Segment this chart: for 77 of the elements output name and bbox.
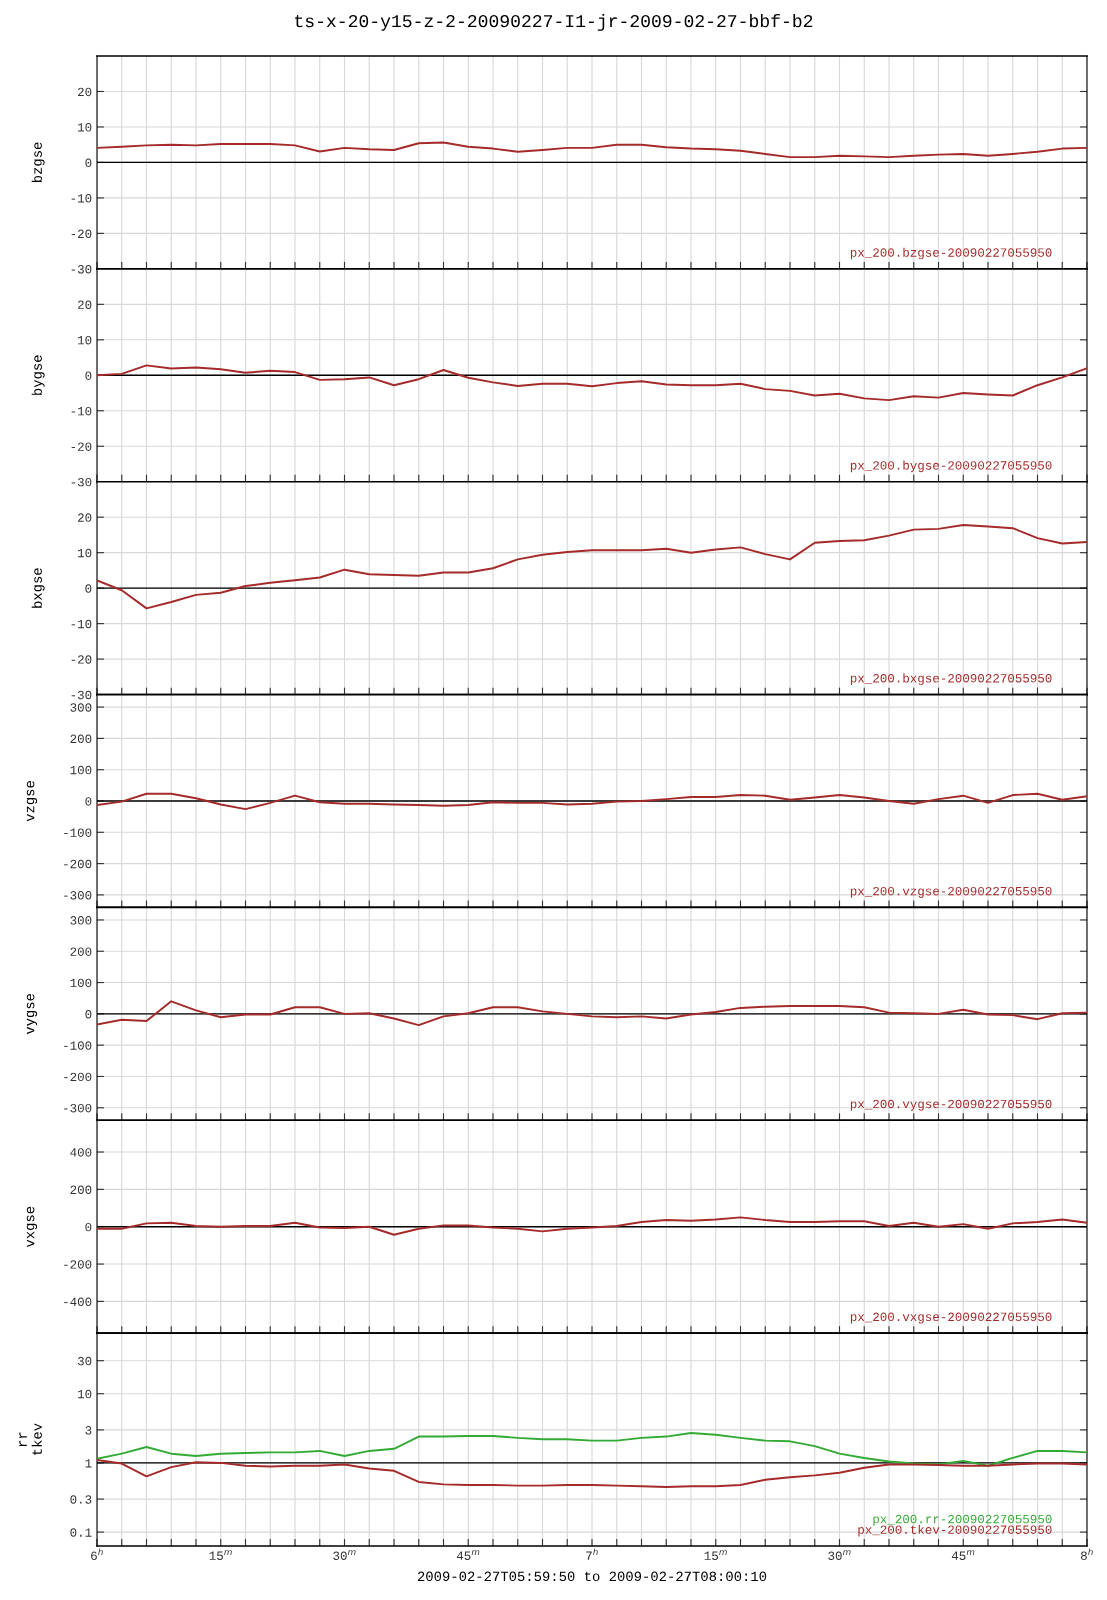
- y-axis-title: rr tkev: [19, 1423, 42, 1455]
- y-tick-label: -30: [71, 265, 92, 274]
- y-tick-label: -20: [71, 442, 92, 451]
- y-axis-title: bygse: [31, 355, 45, 395]
- x-tick-label: 45$^{m}$: [951, 1550, 975, 1560]
- text: px_200.bygse-20090227055950: [850, 460, 1052, 473]
- y-tick-label: 200: [70, 1185, 92, 1195]
- y-tick-label: -10: [71, 406, 92, 416]
- y-tick-label: -200: [64, 1072, 92, 1082]
- x-tick-label: 30$^{m}$: [333, 1550, 356, 1560]
- x-tick-label: 45$^{m}$: [456, 1550, 480, 1560]
- y-tick-label: 0: [85, 371, 92, 380]
- y-tick-label: -300: [64, 891, 92, 900]
- y-tick-label: -30: [71, 690, 92, 700]
- line-series: [97, 141, 1087, 159]
- y-axis-title: bzgse: [31, 142, 45, 183]
- text: px_200.bxgse-20090227055950: [850, 673, 1052, 685]
- y-tick-label: 20: [78, 87, 92, 97]
- y-tick-label: 0: [85, 797, 92, 806]
- y-tick-label: -100: [64, 828, 92, 837]
- y-tick-label: 1: [85, 1459, 92, 1468]
- y-tick-label: 10: [78, 335, 92, 345]
- text: px_200.bzgse-20090227055950: [850, 247, 1052, 260]
- line-series: [97, 1216, 1087, 1236]
- line-series: [97, 1000, 1087, 1027]
- x-axis-title: 2009-02-27T05:59:50 to 2009-02-27T08:00:10: [417, 1571, 767, 1582]
- y-tick-label: 100: [70, 978, 92, 988]
- y-tick-label: 0: [85, 158, 92, 168]
- y-axis-title: vxgse: [26, 1206, 38, 1248]
- text: px_200.vzgse-20090227055950: [850, 886, 1052, 898]
- y-tick-label: 3: [85, 1426, 92, 1435]
- x-tick-label: 8$^{h}$: [1081, 1548, 1093, 1560]
- y-tick-label: 300: [70, 703, 92, 712]
- line-series: [97, 792, 1087, 811]
- text: px_200.rr-20090227055950: [873, 1514, 1052, 1526]
- y-axis-title: bxgse: [31, 568, 45, 608]
- y-tick-label: 20: [78, 513, 92, 522]
- y-tick-label: 400: [70, 1148, 92, 1157]
- y-tick-label: -400: [64, 1297, 92, 1307]
- y-tick-label: 20: [78, 300, 92, 309]
- y-tick-label: -300: [64, 1103, 92, 1113]
- y-tick-label: 0.1: [70, 1528, 92, 1537]
- y-tick-label: 10: [78, 1389, 92, 1399]
- y-tick-label: 300: [70, 916, 92, 925]
- y-tick-label: 10: [78, 548, 92, 558]
- y-tick-label: 0: [85, 584, 92, 593]
- line-series: [97, 1459, 1087, 1488]
- y-tick-label: -100: [64, 1041, 92, 1050]
- y-axis-title: vygse: [26, 993, 38, 1035]
- text: px_200.vxgse-20090227055950: [850, 1312, 1052, 1324]
- y-tick-label: -30: [71, 477, 92, 487]
- y-tick-label: -20: [71, 655, 92, 664]
- y-tick-label: -10: [71, 619, 92, 629]
- x-tick-label: 15$^{m}$: [209, 1550, 232, 1560]
- text: px_200.vygse-20090227055950: [850, 1099, 1052, 1111]
- line-series: [97, 1432, 1087, 1467]
- y-tick-label: 0: [85, 1010, 92, 1019]
- y-tick-label: -200: [64, 1260, 92, 1269]
- y-tick-label: 200: [70, 734, 92, 744]
- line-series: [97, 524, 1087, 610]
- y-tick-label: 200: [70, 947, 92, 956]
- x-tick-label: 6$^{h}$: [91, 1548, 103, 1560]
- x-tick-label: 30$^{m}$: [828, 1550, 851, 1560]
- x-tick-label: 7$^{h}$: [586, 1548, 598, 1560]
- y-tick-label: -20: [71, 229, 92, 239]
- text: px_200.tkev-20090227055950: [858, 1524, 1052, 1537]
- y-tick-label: 0.3: [70, 1495, 92, 1504]
- y-tick-label: 100: [70, 765, 92, 775]
- chart-title: ts-x-20-y15-z-2-20090227-I1-jr-2009-02-27-bbf-b2: [295, 14, 813, 31]
- line-series: [97, 364, 1087, 402]
- x-tick-label: 15$^{m}$: [704, 1550, 727, 1560]
- y-tick-label: -10: [71, 194, 92, 203]
- y-tick-label: -200: [64, 859, 92, 869]
- y-tick-label: 10: [78, 123, 92, 132]
- y-tick-label: 0: [85, 1222, 92, 1232]
- y-tick-label: 30: [77, 1356, 92, 1366]
- y-axis-title: vzgse: [26, 781, 38, 822]
